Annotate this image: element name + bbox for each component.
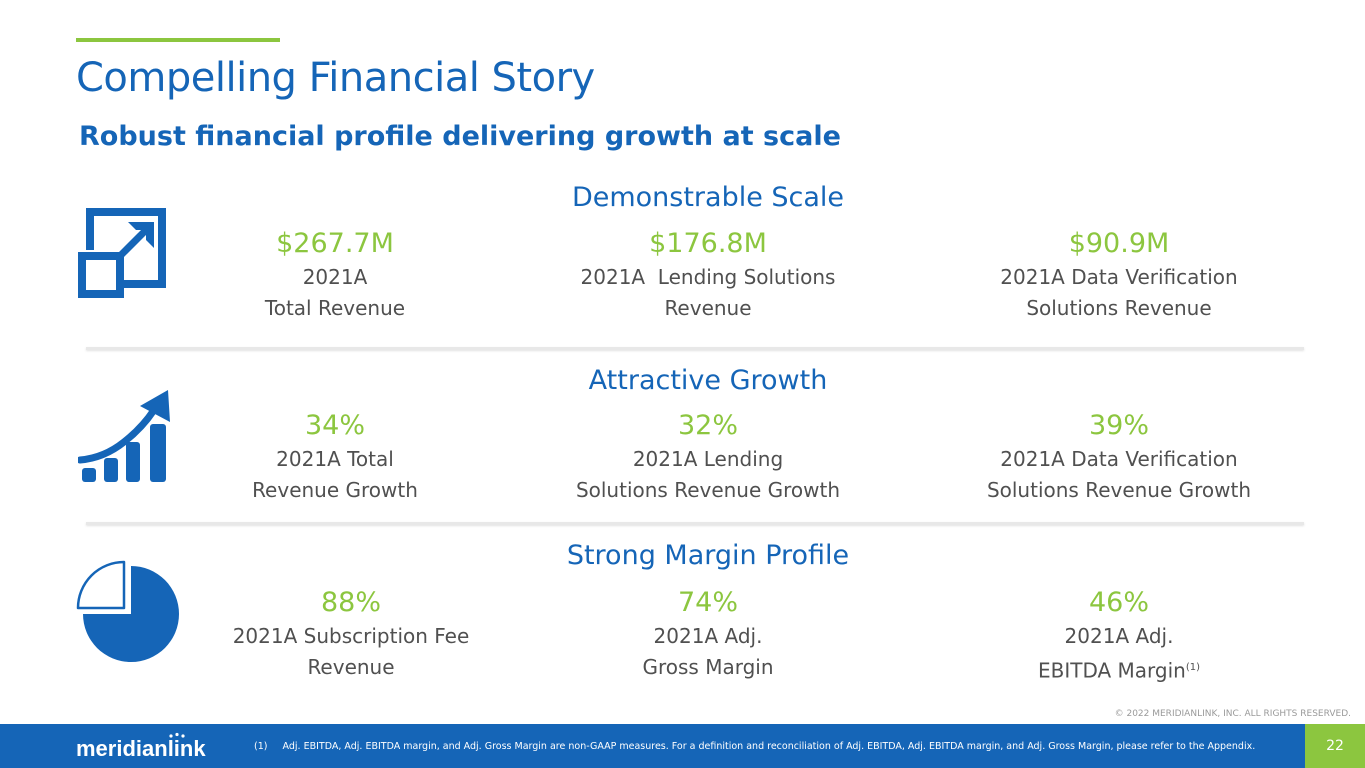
metric-value: 32% [677, 410, 738, 441]
page-title: Compelling Financial Story [76, 55, 595, 101]
section-heading-scale: Demonstrable Scale [571, 182, 845, 213]
metric-label: 2021A Data Verification Solutions Revenu… [986, 447, 1252, 502]
section-heading-growth: Attractive Growth [588, 365, 828, 396]
metric-data-verification-growth: 39% 2021A Data Verification Solutions Re… [954, 408, 1284, 506]
metric-label: 2021A Adj. EBITDA Margin(1) [1037, 624, 1201, 683]
meridianlink-logo: meridianlink [76, 732, 206, 760]
metric-value: 46% [1088, 587, 1149, 618]
metric-total-revenue: $267.7M 2021A Total Revenue [170, 226, 500, 324]
metric-label: 2021A Total Revenue Growth [252, 447, 418, 502]
metric-label: 2021A Adj. Gross Margin [642, 624, 774, 679]
scale-expand-icon [78, 208, 166, 298]
footnote-ref: (1) [1185, 662, 1201, 673]
pie-chart-icon [76, 560, 179, 662]
metric-label: 2021A Total Revenue [264, 265, 406, 320]
metric-subscription-fee-revenue: 88% 2021A Subscription Fee Revenue [186, 585, 516, 683]
metric-label: 2021A Subscription Fee Revenue [232, 624, 470, 679]
footnote-text: (1) Adj. EBITDA, Adj. EBITDA margin, and… [254, 741, 1256, 752]
growth-chart-icon [78, 390, 170, 482]
svg-text:meridianlink: meridianlink [76, 736, 206, 760]
metric-label: 2021A Lending Solutions Revenue Growth [575, 447, 841, 502]
page-subtitle: Robust financial profile delivering grow… [79, 121, 841, 152]
section-divider [86, 522, 1304, 525]
metric-total-revenue-growth: 34% 2021A Total Revenue Growth [170, 408, 500, 506]
metric-value: 74% [677, 587, 738, 618]
metric-label: 2021A Data Verification Solutions Revenu… [1000, 265, 1238, 320]
metric-value: $90.9M [1068, 228, 1170, 259]
section-divider [86, 347, 1304, 350]
metric-lending-growth: 32% 2021A Lending Solutions Revenue Grow… [543, 408, 873, 506]
metric-value: $267.7M [276, 228, 394, 259]
metric-value: 34% [304, 410, 365, 441]
metric-adj-ebitda-margin: 46% 2021A Adj. EBITDA Margin(1) [954, 585, 1284, 687]
footer-bar: meridianlink [0, 724, 1365, 768]
metric-value: 39% [1088, 410, 1149, 441]
metric-value: 88% [320, 587, 381, 618]
metric-value: $176.8M [649, 228, 767, 259]
metric-adj-gross-margin: 74% 2021A Adj. Gross Margin [543, 585, 873, 683]
section-heading-margin: Strong Margin Profile [566, 540, 850, 571]
title-accent-bar [76, 38, 280, 42]
page-number: 22 [1305, 724, 1365, 768]
copyright-notice: © 2022 MERIDIANLINK, INC. ALL RIGHTS RES… [1114, 709, 1351, 719]
metric-data-verification-revenue: $90.9M 2021A Data Verification Solutions… [954, 226, 1284, 324]
metric-lending-revenue: $176.8M 2021A Lending Solutions Revenue [543, 226, 873, 324]
metric-label: 2021A Lending Solutions Revenue [580, 265, 836, 320]
